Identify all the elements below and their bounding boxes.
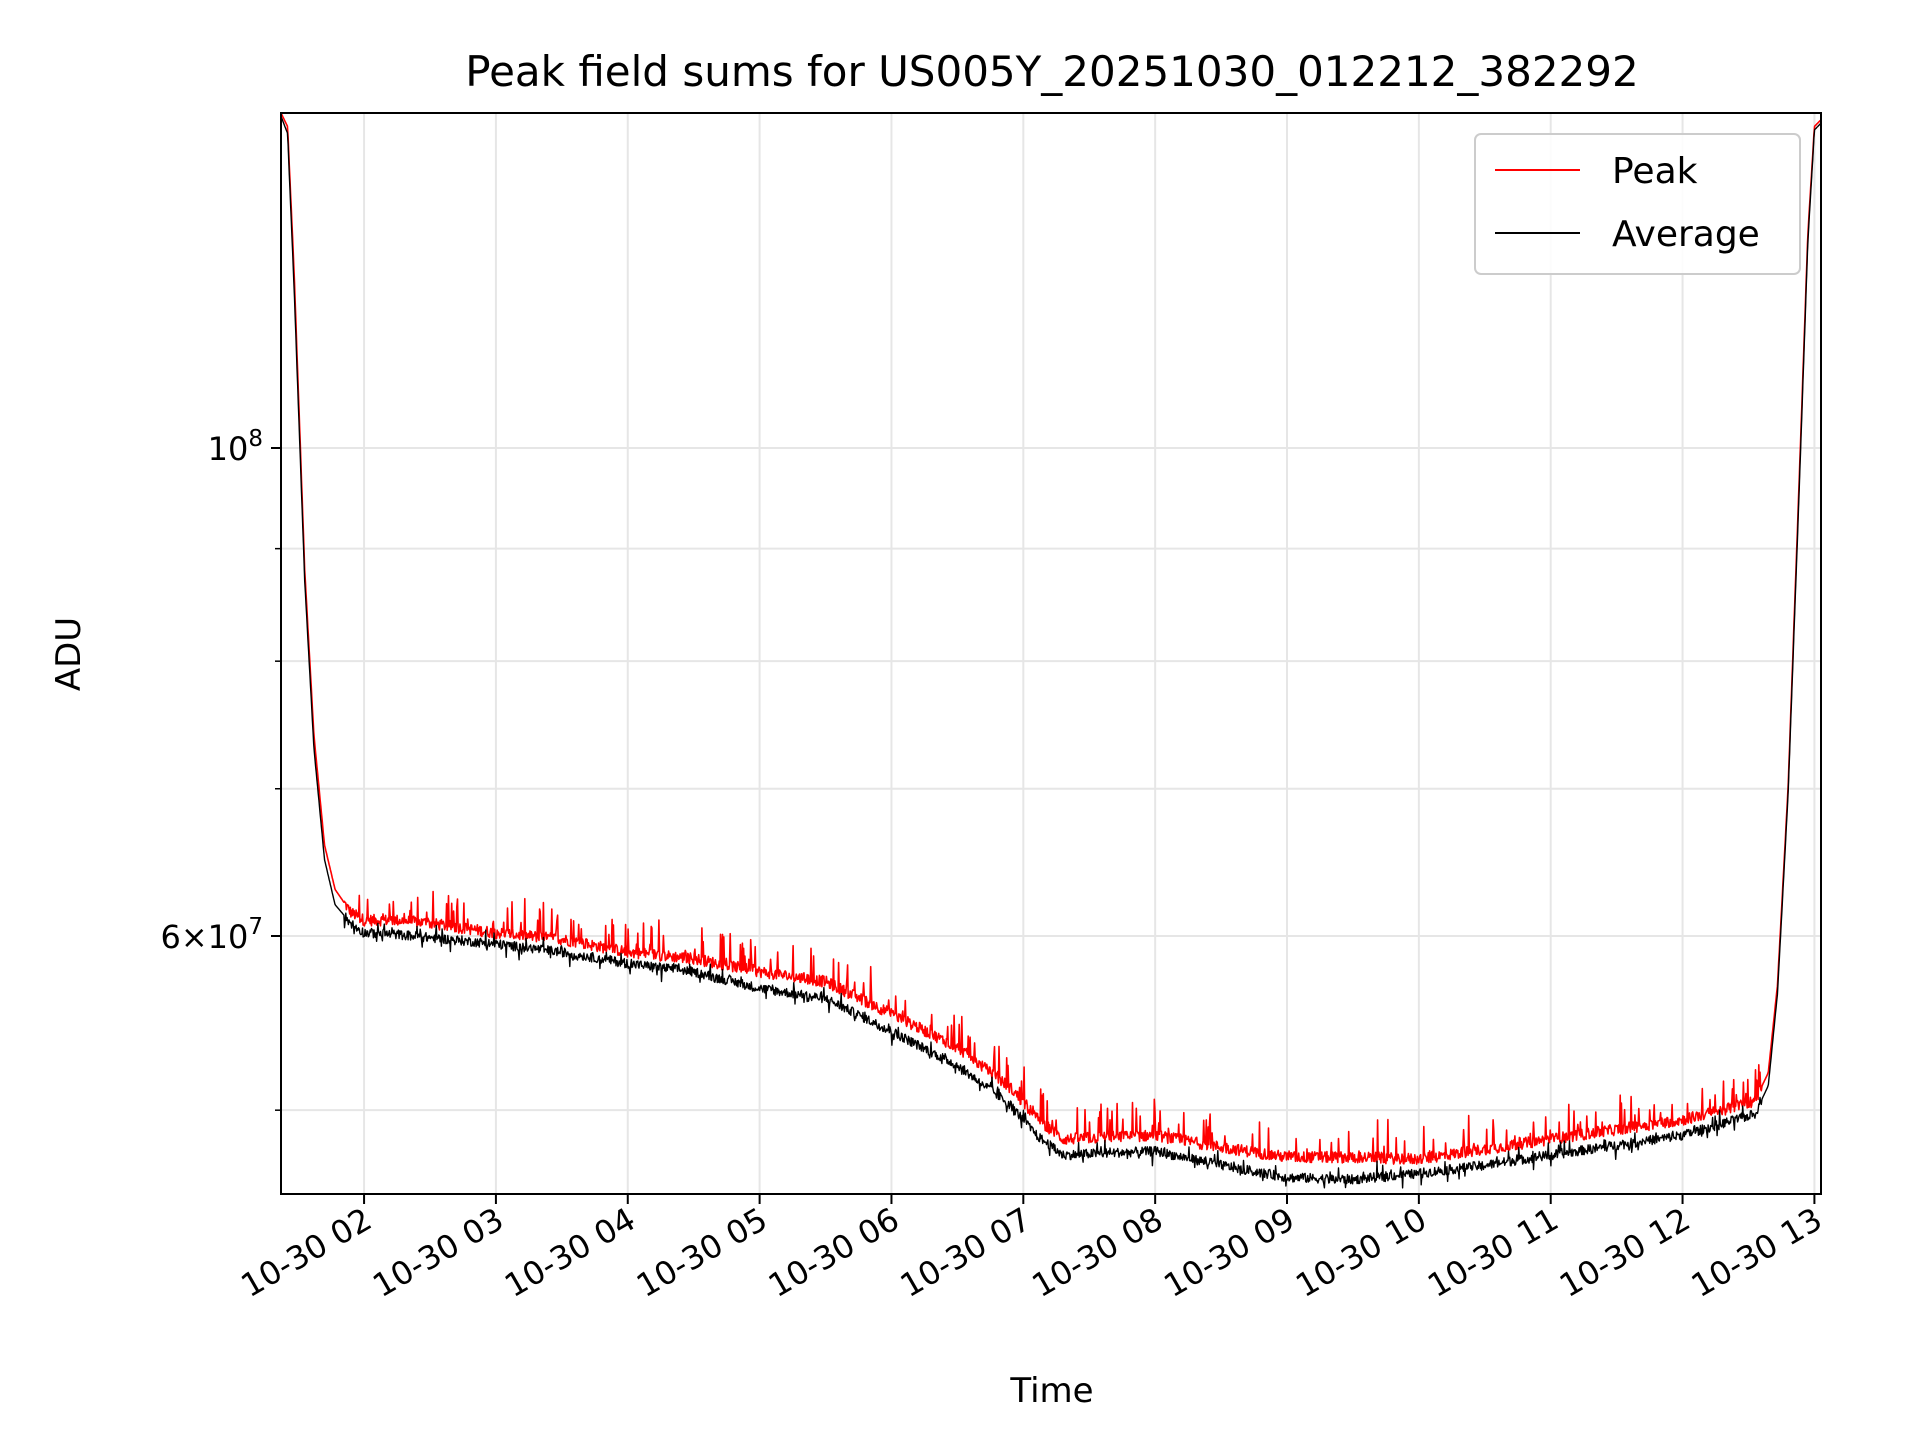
x-axis-label: Time (1009, 1371, 1093, 1411)
legend-label-average: Average (1612, 214, 1760, 255)
grid (281, 113, 1821, 1194)
series-line-average (281, 116, 1821, 1189)
y-tick-label: 6×107 (160, 914, 263, 956)
chart-title: Peak field sums for US005Y_20251030_0122… (465, 47, 1638, 96)
legend-label-peak: Peak (1612, 151, 1698, 192)
y-tick-label: 108 (208, 426, 263, 468)
legend: Peak Average (1474, 133, 1801, 275)
series-layer (281, 113, 1821, 1189)
series-line-peak (281, 113, 1821, 1165)
plot-frame (280, 112, 1822, 1195)
y-axis-label: ADU (49, 617, 89, 691)
